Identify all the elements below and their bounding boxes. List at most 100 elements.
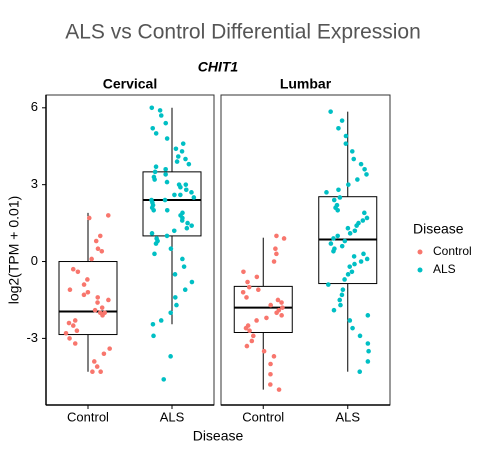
point <box>352 261 357 267</box>
point <box>149 105 155 111</box>
point <box>345 272 351 277</box>
panel <box>45 94 215 406</box>
point <box>85 277 90 282</box>
y-axis-label: log2(TPM + 0.01) <box>6 196 22 305</box>
point <box>335 233 341 239</box>
point <box>274 233 279 239</box>
point <box>331 307 337 313</box>
point <box>95 300 100 305</box>
point <box>106 297 111 303</box>
point <box>67 287 73 293</box>
point <box>152 177 157 182</box>
y-tick-label: 3 <box>31 176 38 191</box>
point <box>324 190 329 195</box>
point <box>268 382 273 387</box>
point <box>93 238 99 244</box>
point <box>268 302 273 308</box>
point <box>92 307 98 313</box>
point <box>81 292 87 298</box>
x-axis-label: Disease <box>193 428 244 444</box>
point <box>240 289 246 295</box>
point <box>347 318 353 323</box>
legend-label: ALS <box>433 262 456 276</box>
point <box>149 231 155 236</box>
point <box>361 251 366 257</box>
point <box>99 248 105 254</box>
point <box>183 182 189 187</box>
chart-subtitle: CHIT1 <box>198 59 239 75</box>
point <box>151 207 156 213</box>
point <box>178 192 183 198</box>
point <box>173 146 179 152</box>
point <box>81 282 87 287</box>
point <box>343 133 349 139</box>
point <box>268 371 273 377</box>
point <box>364 256 370 262</box>
point <box>66 320 72 326</box>
point <box>178 184 183 190</box>
point <box>74 328 80 334</box>
point <box>191 195 197 200</box>
point <box>339 243 345 249</box>
point <box>163 172 168 177</box>
point <box>326 282 331 287</box>
point <box>105 213 111 218</box>
point <box>180 141 186 146</box>
point <box>179 218 185 223</box>
point <box>336 187 341 193</box>
point <box>328 109 333 114</box>
point <box>247 328 252 334</box>
point <box>280 305 285 310</box>
point <box>162 197 168 203</box>
point <box>279 313 284 318</box>
y-tick-label: 6 <box>31 99 38 114</box>
point <box>246 284 252 290</box>
point <box>171 228 177 234</box>
point <box>350 325 355 331</box>
point <box>358 161 364 167</box>
point <box>72 318 78 323</box>
point <box>241 269 246 275</box>
point <box>256 287 261 293</box>
point <box>90 369 95 374</box>
point <box>168 246 174 252</box>
point <box>172 192 177 198</box>
point <box>342 277 347 282</box>
point <box>161 377 167 382</box>
point <box>168 354 173 359</box>
point <box>357 369 363 374</box>
facet-title: Cervical <box>103 76 157 92</box>
point <box>150 321 156 327</box>
point <box>281 236 287 241</box>
point <box>98 369 103 374</box>
point <box>365 313 371 318</box>
point <box>274 310 279 316</box>
point <box>186 161 192 167</box>
point <box>70 266 76 272</box>
point <box>271 259 277 264</box>
x-tick-label: Control <box>242 409 284 424</box>
point <box>362 210 367 216</box>
point <box>331 236 336 241</box>
point <box>185 220 190 226</box>
x-tick-label: ALS <box>160 409 185 424</box>
point <box>189 279 195 285</box>
point <box>337 195 343 200</box>
point <box>349 149 355 154</box>
point <box>275 297 281 303</box>
point <box>70 323 76 328</box>
legend-marker <box>417 249 423 255</box>
point <box>250 333 256 339</box>
point <box>276 387 282 392</box>
point <box>357 333 363 339</box>
point <box>150 126 156 131</box>
y-tick-label: -3 <box>26 330 38 345</box>
point <box>347 264 353 269</box>
point <box>151 333 156 339</box>
point <box>243 325 249 331</box>
point <box>184 225 190 231</box>
point <box>244 343 250 349</box>
point <box>153 241 159 246</box>
point <box>100 313 105 318</box>
point <box>168 310 174 316</box>
